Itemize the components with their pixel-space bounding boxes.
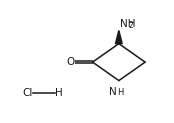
Text: H: H <box>56 88 63 98</box>
Text: 2: 2 <box>129 21 134 30</box>
Text: N: N <box>109 87 117 97</box>
Text: O: O <box>66 57 74 67</box>
Text: H: H <box>117 88 124 97</box>
Text: Cl: Cl <box>22 88 33 98</box>
Text: NH: NH <box>120 19 136 29</box>
Polygon shape <box>116 30 122 44</box>
